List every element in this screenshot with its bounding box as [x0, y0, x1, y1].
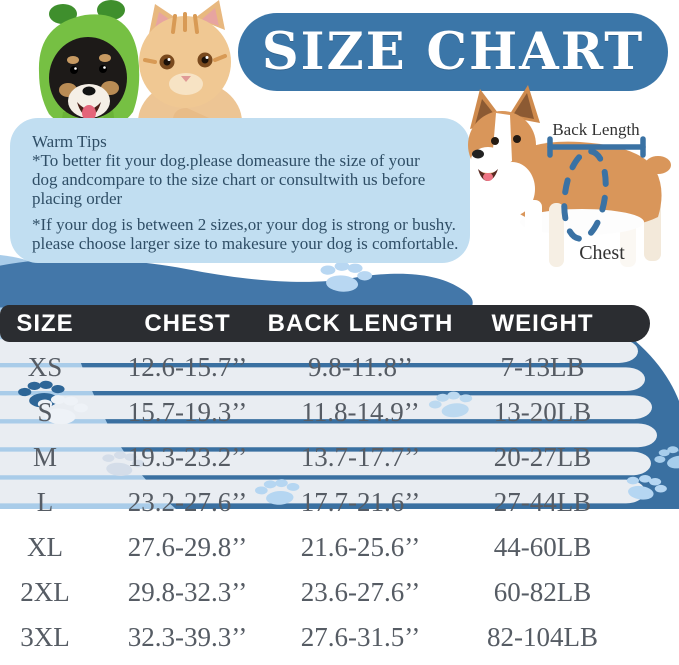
- corgi-measurement-diagram: Back Length Chest: [468, 85, 671, 268]
- header-back-length: BACK LENGTH: [267, 309, 454, 337]
- header-size: SIZE: [16, 309, 74, 337]
- cell-weight: 27-44LB: [493, 486, 592, 517]
- tips-heading: Warm Tips: [32, 132, 107, 151]
- table-row: 2XL 29.8-32.3’’ 23.6-27.6’’ 60-82LB: [0, 573, 679, 611]
- row-bar: [0, 367, 645, 392]
- row-bar: [0, 479, 645, 504]
- cell-chest: 12.6-15.7’’: [127, 351, 248, 382]
- back-length-arrow: [547, 136, 646, 158]
- cell-weight: 13-20LB: [493, 396, 592, 427]
- table-row: XL 27.6-29.8’’ 21.6-25.6’’ 44-60LB: [0, 528, 679, 566]
- tips-line: please choose larger size to makesure yo…: [32, 234, 459, 253]
- cell-size: 3XL: [20, 621, 70, 652]
- chest-label: Chest: [579, 242, 625, 264]
- cell-back-length: 11.8-14.9’’: [301, 396, 420, 427]
- tips-line: *To better fit your dog.please domeasure…: [32, 151, 420, 170]
- corgi-photo: [468, 85, 671, 268]
- cell-size: XL: [27, 531, 63, 562]
- table-row: M 19.3-23.2’’ 13.7-17.7’’ 20-27LB: [0, 438, 679, 476]
- cell-weight: 60-82LB: [493, 576, 592, 607]
- cell-back-length: 27.6-31.5’’: [300, 621, 421, 652]
- cell-weight: 7-13LB: [500, 351, 585, 382]
- tips-line: placing order: [32, 189, 123, 208]
- cell-chest: 15.7-19.3’’: [127, 396, 248, 427]
- warm-tips-panel: Warm Tips *To better fit your dog.please…: [10, 118, 470, 263]
- wave-shape: [0, 258, 473, 310]
- cell-size: M: [32, 441, 57, 472]
- table-row: XS 12.6-15.7’’ 9.8-11.8’’ 7-13LB: [0, 348, 679, 386]
- tips-line: dog andcompare to the size chart or cons…: [32, 170, 426, 189]
- cell-size: XS: [27, 351, 63, 382]
- row-bar: [0, 395, 652, 420]
- cell-weight: 20-27LB: [493, 441, 592, 472]
- header-chest: CHEST: [144, 309, 231, 337]
- cell-back-length: 17.7-21.6’’: [300, 486, 421, 517]
- table-row: 3XL 32.3-39.3’’ 27.6-31.5’’ 82-104LB: [0, 618, 679, 656]
- cell-back-length: 23.6-27.6’’: [300, 576, 421, 607]
- row-bar: [0, 339, 638, 363]
- cell-chest: 29.8-32.3’’: [127, 576, 248, 607]
- cell-weight: 82-104LB: [487, 621, 598, 652]
- back-length-label: Back Length: [552, 120, 640, 139]
- cell-size: 2XL: [20, 576, 70, 607]
- cell-back-length: 13.7-17.7’’: [300, 441, 421, 472]
- tips-line: *If your dog is between 2 sizes,or your …: [32, 215, 456, 234]
- cell-size: S: [37, 396, 53, 427]
- page-title: SIZE CHART: [238, 13, 668, 91]
- cell-size: L: [36, 486, 54, 517]
- cell-back-length: 9.8-11.8’’: [308, 351, 413, 382]
- cell-weight: 44-60LB: [493, 531, 592, 562]
- cell-chest: 23.2-27.6’’: [127, 486, 248, 517]
- table-header-row: SIZE CHEST BACK LENGTH WEIGHT: [0, 305, 650, 342]
- cell-chest: 19.3-23.2’’: [127, 441, 248, 472]
- table-row: S 15.7-19.3’’ 11.8-14.9’’ 13-20LB: [0, 393, 679, 431]
- table-row: L 23.2-27.6’’ 17.7-21.6’’ 27-44LB: [0, 483, 679, 521]
- row-bar: [0, 451, 651, 476]
- cell-back-length: 21.6-25.6’’: [300, 531, 421, 562]
- row-bar: [0, 423, 657, 448]
- table-background: [0, 254, 679, 509]
- cell-chest: 27.6-29.8’’: [127, 531, 248, 562]
- chest-girth-ellipse: [561, 148, 609, 242]
- header-weight: WEIGHT: [491, 309, 594, 337]
- page-title-text: SIZE CHART: [261, 22, 645, 82]
- cell-chest: 32.3-39.3’’: [127, 621, 248, 652]
